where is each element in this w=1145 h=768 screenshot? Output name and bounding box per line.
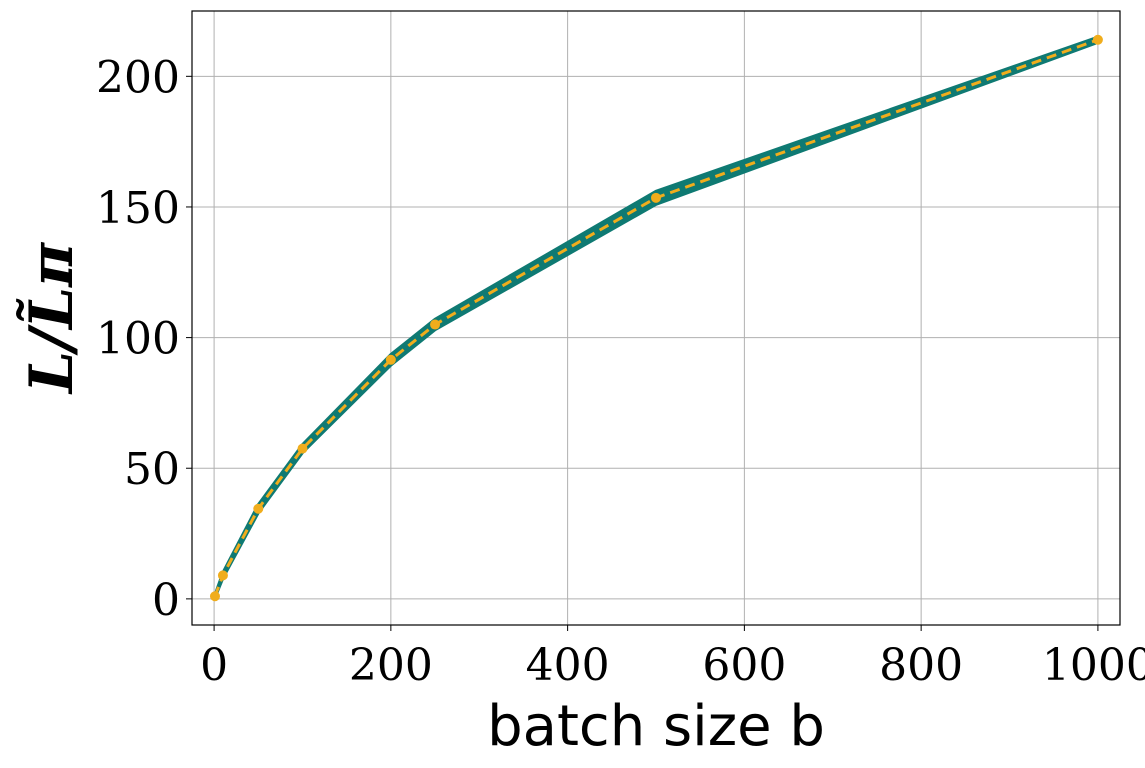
x-tick-label: 400	[526, 640, 610, 691]
band-area	[213, 35, 1100, 600]
x-tick-label: 1000	[1042, 640, 1145, 691]
data-point	[253, 503, 264, 514]
x-tick-labels: 0 200 400 600 800 1000	[200, 625, 1145, 691]
y-tick-label: 150	[96, 183, 180, 234]
x-tick-label: 800	[879, 640, 963, 691]
confidence-band	[213, 35, 1100, 600]
y-tick-label: 0	[152, 575, 180, 626]
data-point	[430, 319, 441, 330]
x-tick-label: 200	[349, 640, 433, 691]
series-markers	[209, 34, 1103, 602]
y-tick-label: 100	[96, 314, 180, 365]
grid	[192, 11, 1120, 625]
x-axis-label: batch size b	[487, 694, 825, 759]
data-point	[651, 192, 661, 203]
y-axis-label: L/L̃π	[16, 242, 87, 395]
data-point	[1092, 34, 1103, 45]
series-polyline	[213, 38, 1099, 597]
data-point	[217, 570, 228, 581]
y-tick-label: 50	[124, 444, 180, 495]
data-point	[297, 443, 308, 454]
series-line	[213, 38, 1099, 597]
x-tick-label: 0	[200, 640, 228, 691]
x-tick-label: 600	[702, 640, 786, 691]
y-tick-label: 200	[96, 52, 180, 103]
plot-frame	[191, 10, 1121, 626]
data-point	[385, 354, 396, 365]
data-point	[209, 591, 220, 602]
y-tick-labels: 0 50 100 150 200	[96, 52, 192, 626]
